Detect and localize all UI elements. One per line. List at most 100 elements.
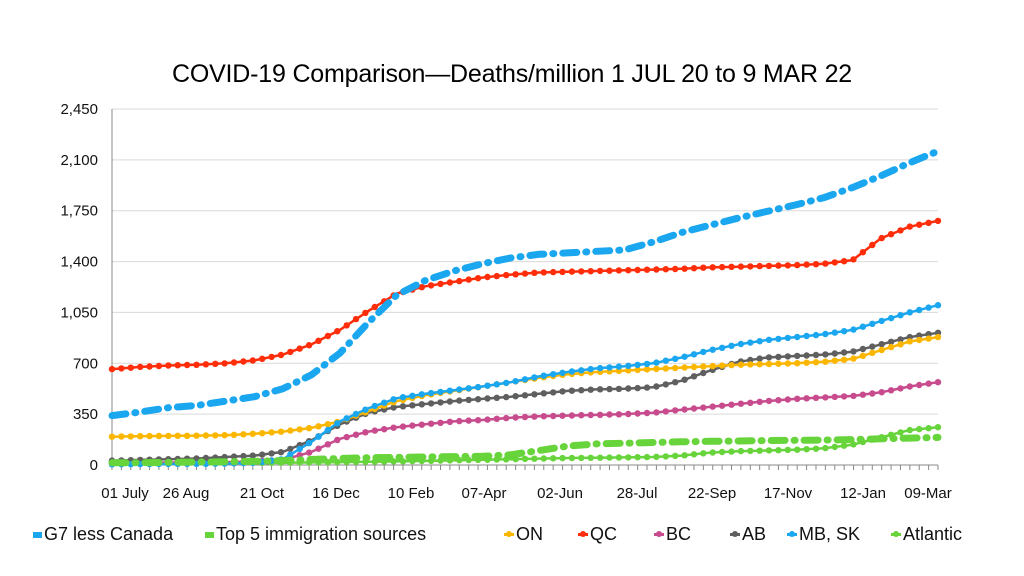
data-point-on [315,423,322,430]
data-point-ab [399,403,407,410]
data-point-on [174,432,181,439]
data-point-qc [277,351,285,359]
data-point-qc [625,267,632,274]
data-point-bc [305,449,313,456]
legend-label: Atlantic [903,524,963,544]
legend-label: MB, SK [799,524,861,544]
data-point-atlantic [812,445,820,452]
data-point-mb-sk [578,367,585,374]
series-line-top-5-immigration-sources [108,433,942,467]
data-point-on [118,433,125,440]
data-point-atlantic [587,454,594,461]
data-point-on [165,432,172,440]
data-point-ab [765,354,773,361]
data-point-qc [812,261,820,268]
data-point-qc [174,362,181,369]
data-point-mb-sk [672,355,679,362]
data-point-mb-sk [521,376,529,383]
data-point-mb-sk [484,382,491,389]
data-point-on [230,431,238,438]
data-point-bc [465,417,472,424]
data-point-on [784,360,791,367]
data-point-on [221,432,228,439]
data-point-bc [484,416,491,423]
data-point-bc [925,380,932,387]
data-point-qc [230,359,238,366]
data-point-mb-sk [859,323,867,330]
data-point-qc [831,259,838,266]
data-point-ab [559,388,566,395]
data-point-on [850,355,857,362]
data-point-ab [840,349,848,356]
data-point-bc [634,410,641,417]
data-point-mb-sk [794,333,801,341]
data-point-bc [840,393,848,400]
data-point-ab [493,394,500,401]
data-point-qc [352,315,360,323]
data-point-ab [634,384,641,392]
data-point-ab [540,390,547,397]
data-point-on [747,361,754,368]
data-point-ab [230,453,238,460]
data-point-on [193,432,200,439]
y-tick-label: 0 [90,457,98,474]
data-point-qc [934,217,942,225]
y-tick-label: 1,400 [60,254,98,271]
data-point-mb-sk [324,426,332,434]
data-point-mb-sk [531,374,538,381]
data-point-qc [756,262,763,270]
data-point-qc [765,262,773,270]
data-point-qc [324,332,332,340]
data-point-atlantic [718,448,726,456]
data-point-qc [427,282,435,289]
data-point-qc [512,271,519,278]
series-line-g7-less-canada [108,147,942,420]
data-point-ab [850,348,857,355]
data-point-mb-sk [643,360,651,368]
legend-label: QC [590,524,617,544]
data-point-qc [840,258,848,265]
data-point-qc [887,231,895,238]
data-point-atlantic [709,449,716,456]
data-point-bc [550,412,557,420]
data-point-on [296,426,303,433]
x-tick-label: 22-Sep [688,485,736,502]
data-point-on [887,343,895,351]
data-point-mb-sk [559,369,566,376]
data-point-atlantic [784,446,791,454]
data-point-ab [409,402,416,409]
data-point-mb-sk [700,348,707,356]
data-point-bc [615,411,623,418]
legend-item-top-5-immigration-sources: Top 5 immigration sources [205,524,426,545]
data-point-mb-sk [831,329,838,336]
data-point-mb-sk [587,365,594,373]
x-tick-label: 16 Dec [312,485,360,502]
data-point-ab [690,373,698,380]
data-point-ab [803,352,810,359]
data-point-bc [869,390,876,397]
data-point-bc [437,419,444,426]
data-point-atlantic [756,447,763,454]
data-point-mb-sk [784,334,791,342]
data-point-bc [625,410,632,418]
data-point-qc [709,264,716,271]
data-point-atlantic [578,454,585,462]
data-point-qc [521,270,529,277]
legend-item-bc: BC [654,524,691,545]
data-point-atlantic [521,455,529,463]
data-point-qc [493,272,500,280]
legend-swatch-icon [654,530,664,537]
data-point-atlantic [672,452,679,460]
data-point-qc [596,267,604,275]
data-point-qc [568,268,576,275]
data-point-bc [596,411,604,418]
data-point-atlantic [662,453,669,460]
data-point-on [240,431,247,438]
data-point-bc [887,387,895,394]
data-point-atlantic [803,446,810,453]
data-point-mb-sk [737,340,745,348]
data-point-atlantic [897,429,904,436]
data-point-mb-sk [878,317,885,325]
data-point-atlantic [568,454,576,462]
